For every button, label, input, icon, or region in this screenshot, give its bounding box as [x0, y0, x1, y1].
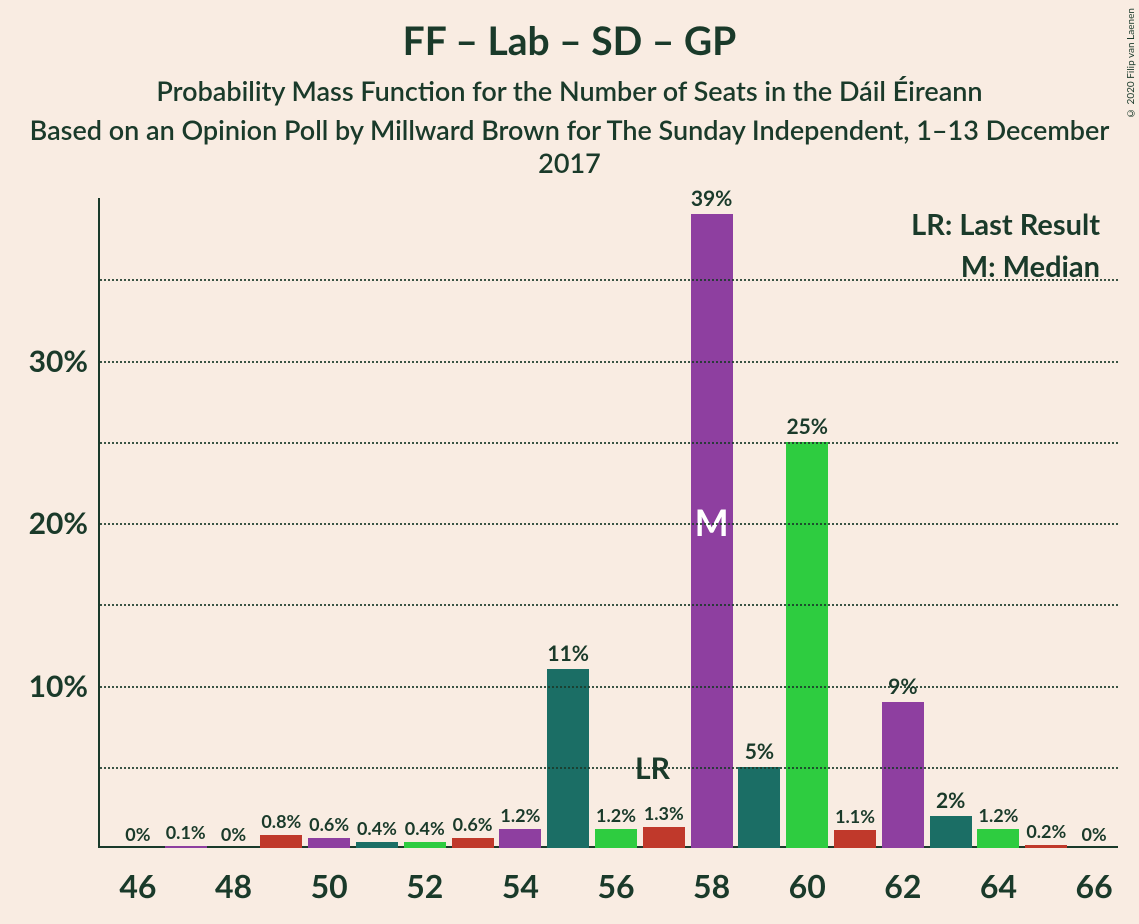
bar: 11% — [547, 669, 589, 848]
grid-line — [100, 279, 1118, 281]
x-axis-labels: 46 48 50 52 54 56 58 60 62 64 66 — [98, 848, 1118, 908]
bar-value-label: 2% — [936, 788, 965, 813]
chart-subtitle-2: Based on an Opinion Poll by Millward Bro… — [0, 113, 1139, 179]
bar-value-label: 0% — [125, 823, 150, 845]
bar-value-label: 1.1% — [835, 805, 875, 827]
grid-line — [100, 361, 1118, 363]
bar-value-label: 0.6% — [309, 813, 349, 835]
bar-value-label: 1.2% — [596, 804, 636, 826]
grid-line — [100, 686, 1118, 688]
bar: 0.8% — [260, 835, 302, 848]
bar: 2% — [930, 816, 972, 849]
y-tick-label: 10% — [29, 668, 88, 704]
bar: 1.1% — [834, 830, 876, 848]
x-tick-label: 60 — [789, 866, 826, 905]
grid-line — [100, 442, 1118, 444]
x-tick-label: 64 — [980, 866, 1017, 905]
bar-value-label: 1.2% — [500, 804, 540, 826]
bar: 5% — [738, 767, 780, 848]
bar-value-label: 0% — [1081, 823, 1106, 845]
y-tick-label: 30% — [29, 343, 88, 379]
x-tick-label: 48 — [215, 866, 252, 905]
y-tick-label: 20% — [29, 505, 88, 541]
bar: 9% — [882, 702, 924, 848]
x-tick-label: 62 — [884, 866, 921, 905]
bar-value-label: 1.2% — [979, 804, 1019, 826]
bar-value-label: 0.6% — [453, 813, 493, 835]
median-marker: M — [695, 500, 729, 544]
bar: 1.2% — [595, 829, 637, 849]
bar: 1.2% — [499, 829, 541, 849]
x-tick-label: 58 — [693, 866, 730, 905]
grid-line — [100, 523, 1118, 525]
bar-value-label: 0.1% — [166, 821, 206, 843]
bar: 1.2% — [977, 829, 1019, 849]
chart-subtitle: Probability Mass Function for the Number… — [0, 74, 1139, 107]
chart-title: FF – Lab – SD – GP — [0, 0, 1139, 64]
x-tick-label: 50 — [311, 866, 348, 905]
bar-value-label: 5% — [745, 739, 774, 764]
x-tick-label: 56 — [597, 866, 634, 905]
bar: 25% — [786, 442, 828, 848]
grid-line — [100, 767, 1118, 769]
bar-value-label: 0.2% — [1026, 820, 1066, 842]
x-tick-label: 66 — [1076, 866, 1113, 905]
bar-value-label: 0.8% — [261, 810, 301, 832]
bar-value-label: 11% — [547, 641, 589, 666]
bar-value-label: 1.3% — [644, 802, 684, 824]
x-tick-label: 52 — [406, 866, 443, 905]
bar: 1.3% — [643, 827, 685, 848]
bar: 39%M — [691, 214, 733, 848]
grid-line — [100, 604, 1118, 606]
bar-value-label: 0.4% — [357, 817, 397, 839]
bar-value-label: 0.4% — [405, 817, 445, 839]
bar: 0.6% — [308, 838, 350, 848]
x-tick-label: 54 — [502, 866, 539, 905]
bar: 0.6% — [452, 838, 494, 848]
plot-area: LR: Last Result M: Median 0%0.1%0%0.8%0.… — [98, 198, 1118, 848]
copyright-text: © 2020 Filip van Laenen — [1125, 8, 1137, 119]
bar-value-label: 25% — [786, 414, 828, 439]
bar-value-label: 39% — [691, 186, 733, 211]
x-tick-label: 46 — [119, 866, 156, 905]
bar-value-label: 0% — [221, 823, 246, 845]
